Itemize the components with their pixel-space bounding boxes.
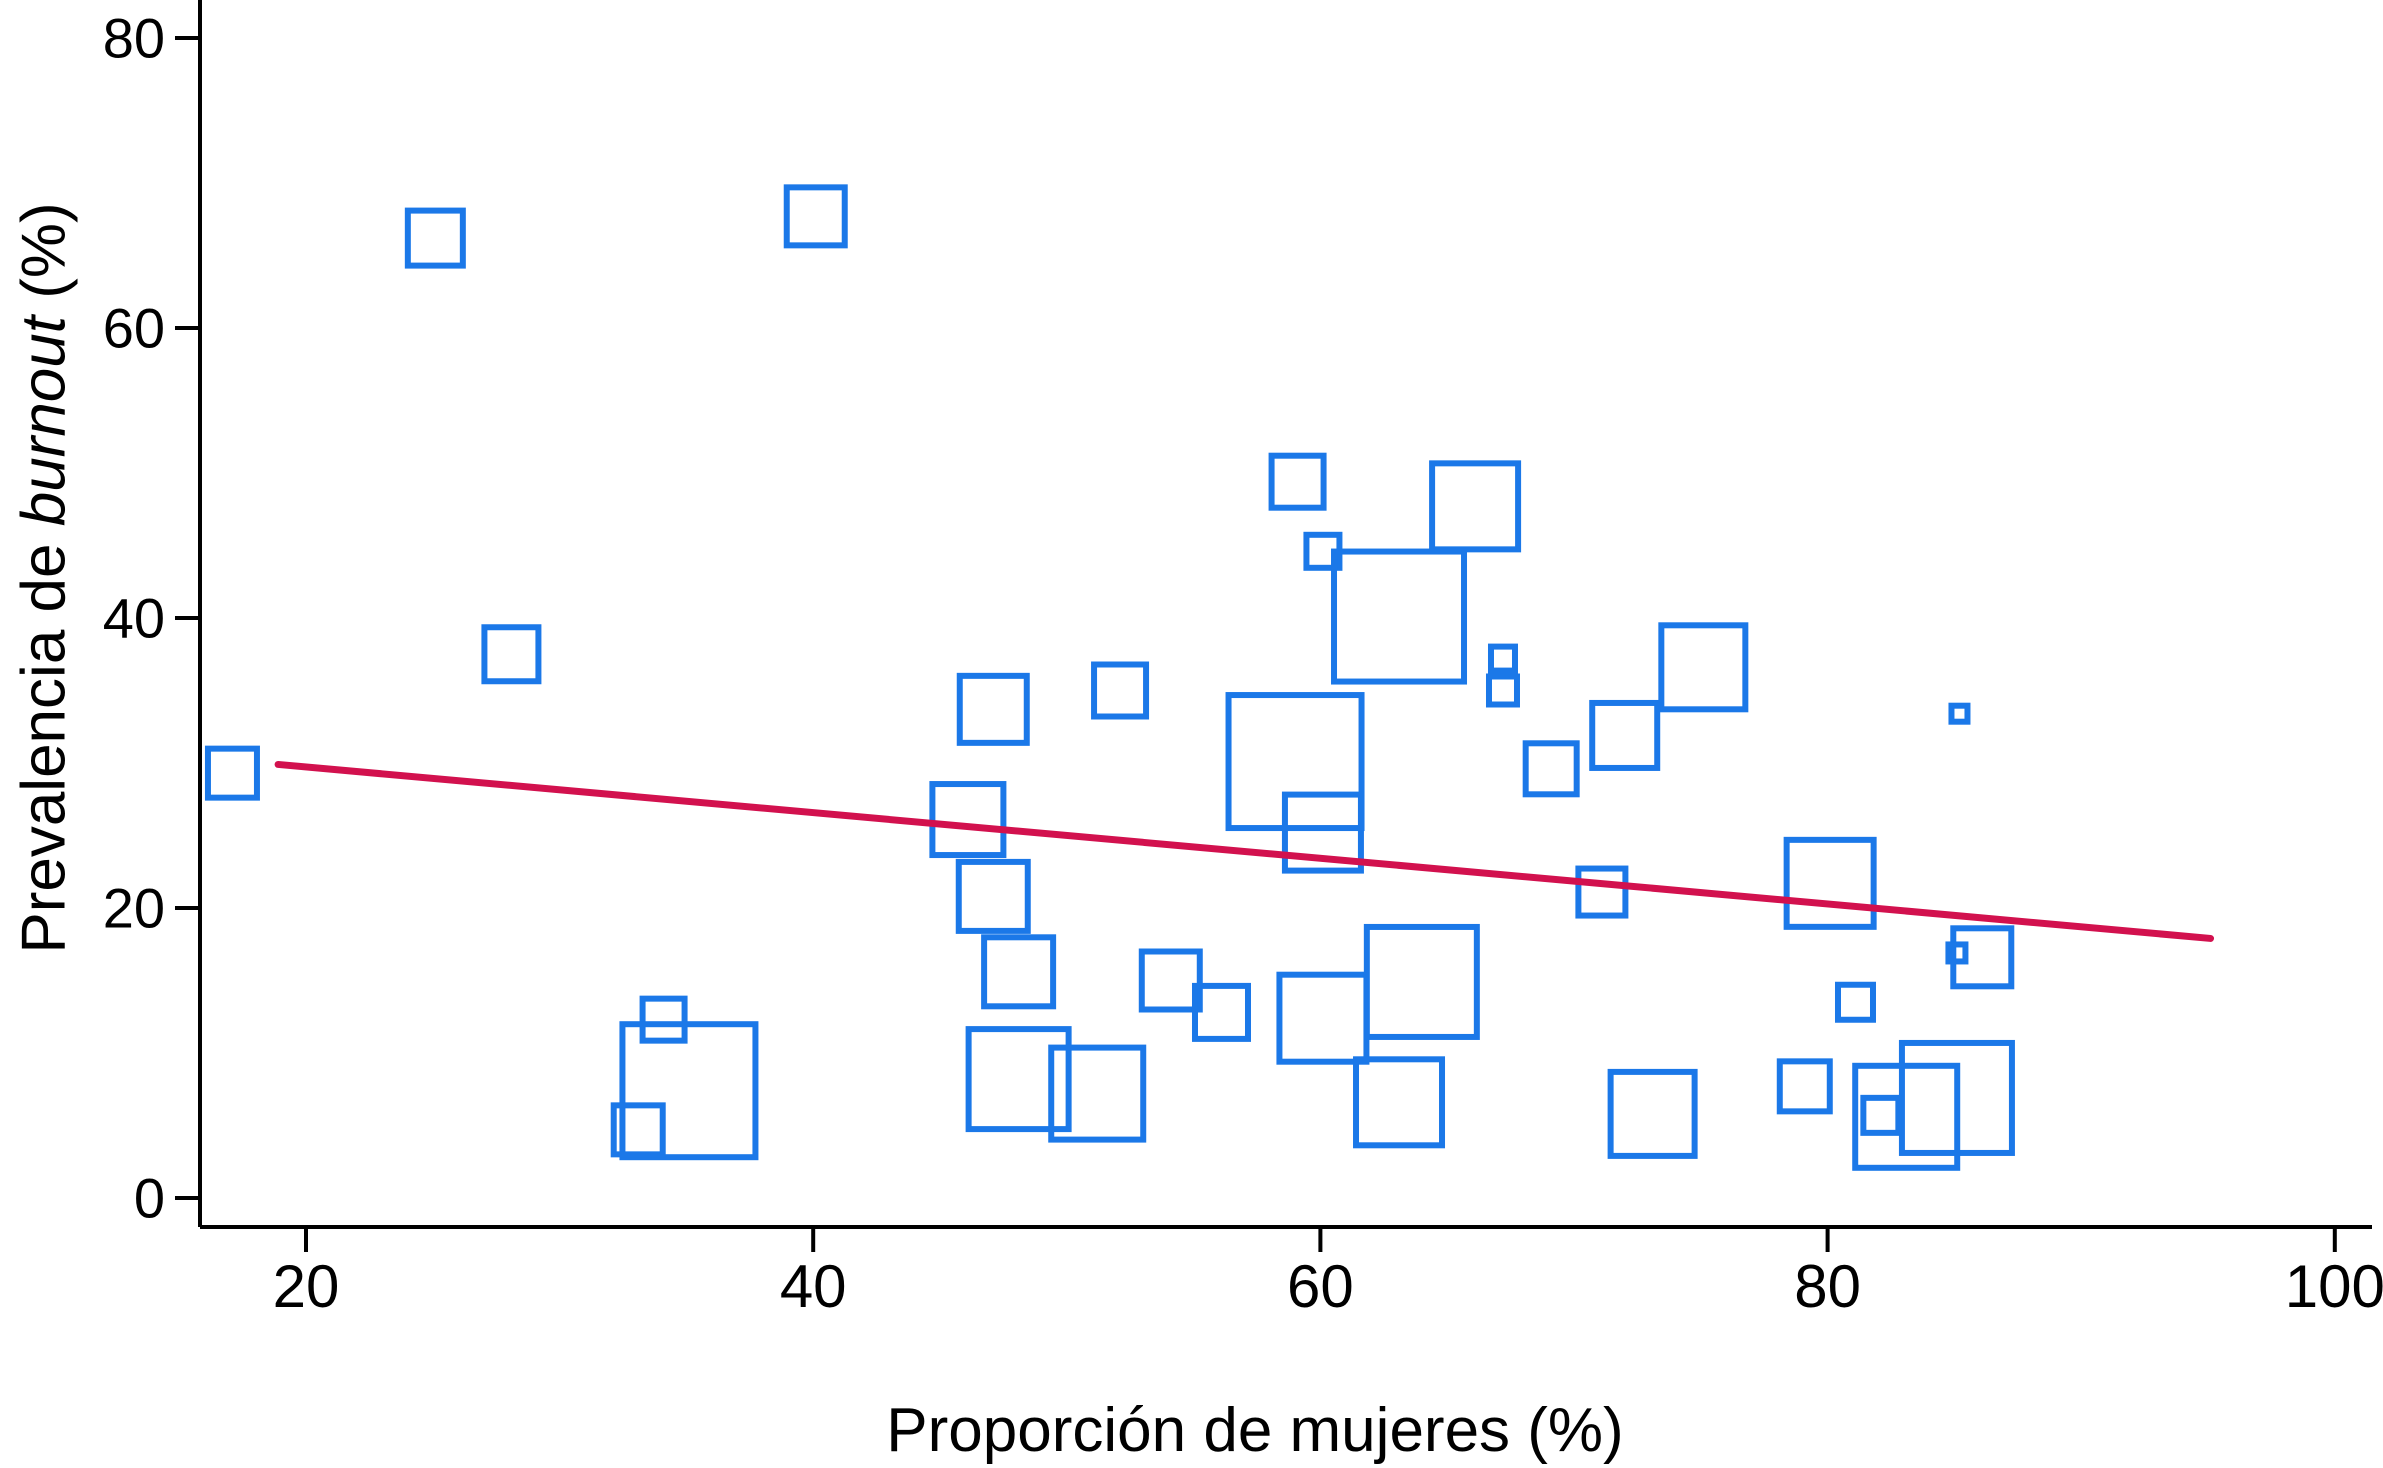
data-point-square	[1948, 702, 1971, 725]
data-point-square	[1575, 865, 1629, 919]
data-point-square	[965, 1026, 1072, 1133]
data-point-square	[1138, 948, 1203, 1013]
x-tick-label: 40	[780, 1253, 847, 1320]
data-point-square	[956, 672, 1030, 746]
y-tick-label: 60	[103, 297, 165, 360]
data-point-square	[955, 858, 1031, 934]
data-point-square	[1776, 1058, 1833, 1115]
y-tick-label: 0	[134, 1167, 165, 1230]
y-tick-label: 80	[103, 7, 165, 70]
data-point-square	[1607, 1068, 1698, 1159]
y-tick-label: 20	[103, 877, 165, 940]
data-point-square	[1429, 460, 1522, 553]
data-point-square	[204, 745, 260, 801]
data-point-square	[1852, 1062, 1961, 1171]
y-axis-title-part: (%)	[9, 202, 79, 316]
data-point-square	[1487, 643, 1518, 674]
data-point-square	[1268, 452, 1327, 511]
data-point-square	[1658, 622, 1749, 713]
data-point-square	[1353, 1056, 1446, 1149]
data-point-square	[1048, 1044, 1147, 1143]
data-point-square	[1276, 971, 1370, 1065]
y-axis-title: Prevalencia de burnout (%)	[9, 202, 80, 953]
y-axis-title-burnout: burnout	[9, 316, 79, 527]
data-point-square	[1091, 661, 1150, 720]
data-point-square	[1281, 791, 1364, 874]
data-point-square	[619, 1021, 759, 1161]
data-point-square	[1950, 925, 2015, 990]
data-point-square	[1783, 836, 1877, 930]
data-point-square	[404, 207, 466, 269]
data-point-square	[1191, 982, 1251, 1042]
data-point-square	[1860, 1094, 1902, 1136]
data-point-square	[1945, 941, 1969, 965]
data-point-square	[1331, 548, 1468, 685]
data-point-square	[783, 184, 848, 249]
data-point-square	[1589, 699, 1661, 771]
data-point-square	[1485, 673, 1520, 708]
trend-line	[274, 760, 2215, 942]
x-tick-label: 20	[273, 1253, 340, 1320]
data-point-square	[1522, 740, 1580, 798]
x-tick-label: 100	[2285, 1253, 2383, 1320]
data-point-square	[1834, 981, 1876, 1023]
data-point-square	[1363, 923, 1480, 1040]
data-point-square	[639, 995, 688, 1044]
data-point-square	[981, 934, 1057, 1010]
data-point-square	[610, 1102, 666, 1158]
x-axis-title: Proporción de mujeres (%)	[886, 1396, 1624, 1465]
y-tick-label: 40	[103, 587, 165, 650]
x-tick-label: 80	[1794, 1253, 1861, 1320]
data-point-square	[929, 781, 1007, 859]
y-axis-title-part: Prevalencia de	[9, 526, 79, 954]
data-point-square	[1225, 692, 1365, 832]
x-tick-label: 60	[1287, 1253, 1354, 1320]
data-point-square	[481, 624, 542, 685]
